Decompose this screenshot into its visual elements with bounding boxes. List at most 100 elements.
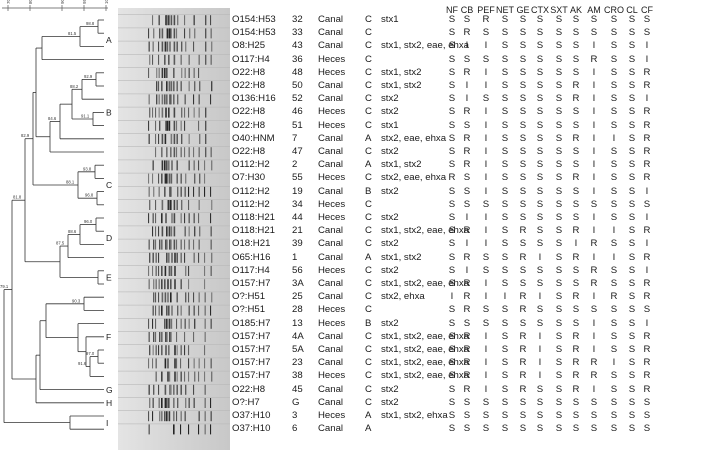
cell-source: Canal bbox=[318, 278, 344, 289]
cell-resistance-ak: S bbox=[572, 198, 580, 210]
cell-resistance-ge: S bbox=[519, 132, 527, 144]
node-value: 81.8 bbox=[13, 195, 22, 200]
cell-resistance-cb: S bbox=[463, 53, 471, 65]
cell-resistance-ctx: I bbox=[538, 344, 542, 355]
cell-resistance-cl: S bbox=[628, 198, 636, 210]
gel-band bbox=[173, 28, 176, 39]
cell-resistance-cl: S bbox=[628, 410, 636, 421]
antibiotic-header-nf: NF bbox=[446, 5, 458, 15]
cell-resistance-sxt: S bbox=[555, 383, 563, 395]
gel-band bbox=[184, 332, 186, 342]
cell-resistance-cf: R bbox=[643, 330, 651, 342]
gel-band bbox=[174, 371, 176, 382]
gel-band bbox=[148, 279, 150, 290]
dendrogram: 70 80 90 95 100 98.8 81.5 92.9 88.2 91.1 84.6 93.8… bbox=[0, 0, 113, 430]
cell-genes: stx1, stx2 bbox=[381, 251, 422, 263]
gel-band bbox=[205, 28, 207, 39]
cell-resistance-net: S bbox=[501, 40, 509, 52]
cell-category: C bbox=[365, 225, 372, 237]
cell-serotype: O18:H21 bbox=[232, 238, 271, 250]
gel-band bbox=[185, 398, 187, 408]
gel-band bbox=[204, 173, 206, 184]
gel-band bbox=[177, 305, 179, 316]
cell-serotype: O8:H25 bbox=[232, 40, 266, 52]
cell-resistance-pef: I bbox=[484, 370, 488, 382]
gel-band bbox=[164, 318, 166, 329]
cell-resistance-cb: R bbox=[463, 132, 471, 144]
gel-band bbox=[184, 15, 186, 26]
gel-band bbox=[173, 384, 175, 395]
gel-band bbox=[173, 147, 176, 158]
gel-band bbox=[171, 213, 173, 224]
cell-source: Canal bbox=[318, 383, 344, 395]
cell-resistance-ak: S bbox=[572, 146, 580, 157]
gel-band bbox=[161, 239, 163, 250]
node-value: 74.9 bbox=[0, 351, 1, 356]
gel-band bbox=[210, 15, 212, 26]
cell-resistance-cl: S bbox=[628, 383, 636, 395]
cell-resistance-ctx: S bbox=[536, 238, 544, 250]
gel-band bbox=[158, 134, 160, 144]
cell-resistance-cl: S bbox=[628, 317, 636, 329]
cell-resistance-cb: R bbox=[463, 357, 471, 369]
cell-resistance-nf: S bbox=[448, 146, 456, 157]
gel-band bbox=[155, 252, 157, 263]
cell-resistance-ge: R bbox=[519, 225, 527, 237]
gel-band bbox=[161, 345, 163, 356]
cell-resistance-ge: S bbox=[519, 106, 527, 118]
cell-resistance-sxt: S bbox=[555, 93, 563, 105]
table-row: O?:H51 28 Heces C S R S S R S S S S S S S bbox=[232, 303, 702, 317]
cell-resistance-am: I bbox=[592, 344, 596, 355]
cell-resistance-cl: S bbox=[628, 238, 636, 250]
cell-resistance-sxt: S bbox=[555, 225, 563, 237]
cell-resistance-ge: S bbox=[519, 119, 527, 131]
gel-band bbox=[155, 239, 157, 250]
gel-band bbox=[180, 120, 182, 131]
cell-resistance-pef: I bbox=[484, 225, 488, 237]
cell-resistance-am: I bbox=[592, 132, 596, 144]
gel-band bbox=[193, 398, 195, 408]
cell-resistance-ge: S bbox=[519, 172, 527, 184]
gel-band bbox=[210, 266, 212, 276]
cell-resistance-sxt: S bbox=[555, 423, 563, 435]
gel-band bbox=[168, 252, 170, 263]
gel-band bbox=[193, 68, 195, 78]
cell-resistance-cf: I bbox=[645, 317, 649, 329]
cell-source: Heces bbox=[318, 119, 346, 131]
cell-strain: 48 bbox=[292, 66, 303, 78]
scale-tick-label: 80 bbox=[28, 0, 33, 4]
cell-strain: 36 bbox=[292, 53, 303, 65]
cell-resistance-cl: S bbox=[628, 146, 636, 157]
gel-band bbox=[198, 200, 200, 210]
cluster-label: H bbox=[106, 398, 112, 408]
cell-resistance-ak: R bbox=[572, 93, 580, 105]
gel-band bbox=[180, 54, 182, 65]
gel-band bbox=[188, 398, 190, 408]
gel-band bbox=[152, 318, 154, 329]
gel-band bbox=[185, 173, 187, 184]
gel-band bbox=[166, 332, 168, 342]
gel-band bbox=[174, 252, 176, 263]
cell-resistance-ctx: S bbox=[536, 304, 544, 316]
gel-band bbox=[168, 173, 171, 184]
gel-band bbox=[188, 107, 190, 118]
gel-band bbox=[193, 292, 195, 303]
cell-serotype: O22:H8 bbox=[232, 119, 266, 131]
cell-resistance-cb: R bbox=[463, 159, 471, 171]
gel-band bbox=[181, 68, 183, 78]
cell-resistance-am: I bbox=[592, 106, 596, 118]
cell-resistance-ctx: S bbox=[536, 106, 544, 118]
cell-strain: 3A bbox=[292, 278, 304, 289]
gel-band bbox=[152, 252, 154, 263]
cell-genes: stx1, stx2, eae, ehxa bbox=[381, 278, 469, 289]
cell-resistance-ctx: S bbox=[536, 80, 544, 91]
gel-band bbox=[164, 54, 166, 65]
cell-resistance-pef: S bbox=[482, 93, 490, 105]
gel-band bbox=[170, 186, 172, 197]
gel-band bbox=[193, 213, 195, 224]
gel-band bbox=[176, 160, 178, 171]
gel-band bbox=[153, 384, 155, 395]
cell-genes: stx2 bbox=[381, 396, 399, 408]
